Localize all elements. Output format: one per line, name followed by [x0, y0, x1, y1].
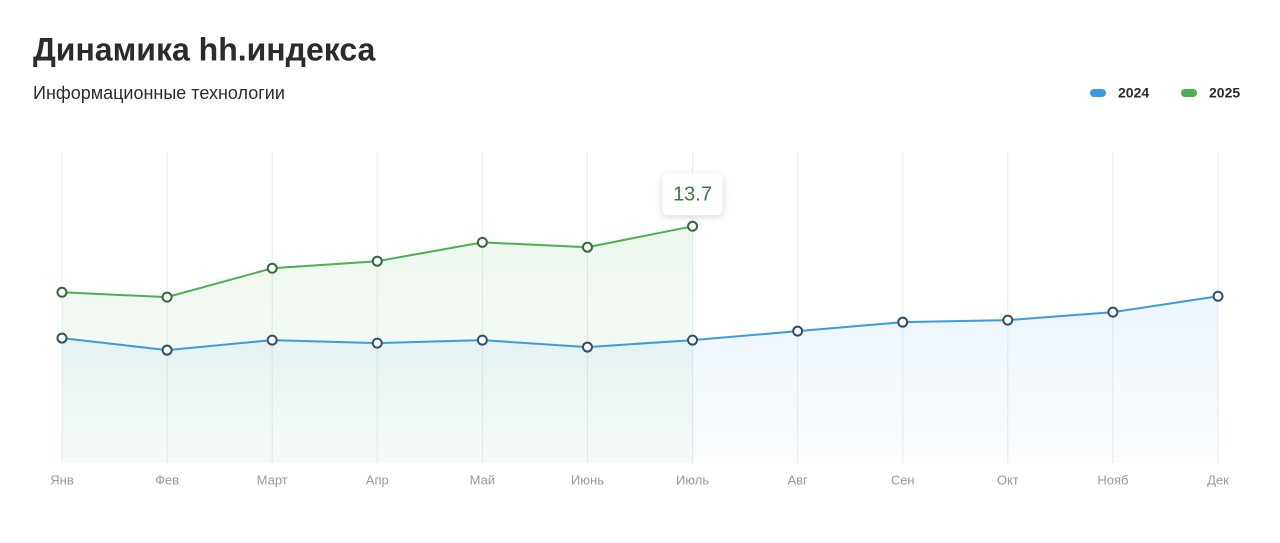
point [476, 334, 488, 346]
point [1107, 306, 1119, 318]
x-tick-label: Июнь [571, 472, 604, 487]
legend-label: 2024 [1118, 85, 1149, 101]
x-tick-label: Фев [155, 472, 179, 487]
legend: 2024 2025 [1090, 85, 1240, 101]
x-tick-label: Сен [891, 472, 915, 487]
legend-swatch [1090, 89, 1106, 97]
point [476, 236, 488, 248]
point [266, 262, 278, 274]
point [792, 325, 804, 337]
x-tick-label: Авг [787, 472, 808, 487]
x-tick-label: Март [257, 472, 288, 487]
point [161, 344, 173, 356]
x-tick-label: Апр [366, 472, 389, 487]
point [371, 255, 383, 267]
x-tick-label: Янв [50, 472, 74, 487]
x-tick-label: Июль [676, 472, 709, 487]
x-tick-label: Нояб [1097, 472, 1128, 487]
point [687, 334, 699, 346]
point [371, 337, 383, 349]
point [1212, 290, 1224, 302]
plot: 13.7 [56, 173, 1224, 463]
chart-subtitle: Информационные технологии [33, 83, 285, 103]
legend-swatch [1181, 89, 1197, 97]
point [56, 286, 68, 298]
point [581, 241, 593, 253]
point [56, 332, 68, 344]
x-tick-label: Дек [1207, 472, 1229, 487]
point [581, 341, 593, 353]
point [897, 316, 909, 328]
point [687, 220, 699, 232]
legend-label: 2025 [1209, 85, 1240, 101]
point [266, 334, 278, 346]
chart-title: Динамика hh.индекса [33, 31, 376, 67]
x-tick-label: Окт [997, 472, 1019, 487]
point [1002, 314, 1014, 326]
tooltip [662, 173, 723, 216]
x-tick-label: Май [470, 472, 495, 487]
tooltip-value: 13.7 [673, 184, 712, 206]
point [161, 291, 173, 303]
